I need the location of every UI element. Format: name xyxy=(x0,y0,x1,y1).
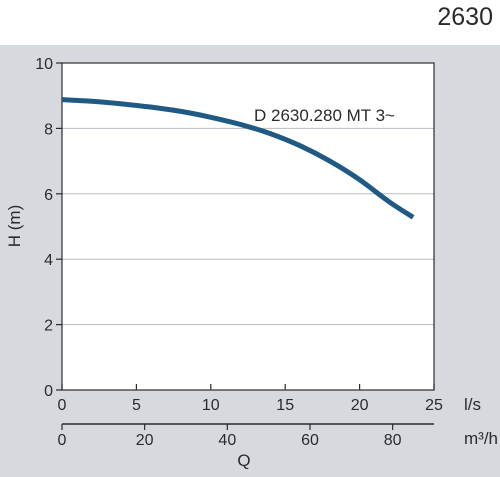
series-label: D 2630.280 MT 3~ xyxy=(254,106,395,125)
x-tick-label-5: 5 xyxy=(132,397,141,414)
x-axis-unit-label: l/s xyxy=(464,395,481,414)
model-number: 2630 xyxy=(437,3,493,31)
y-tick-label-2: 2 xyxy=(44,318,53,335)
plot-frame xyxy=(61,62,435,391)
x-tick-label-20: 20 xyxy=(351,397,369,414)
x2-tick-label-0: 0 xyxy=(58,432,67,449)
x2-tick-label-40: 40 xyxy=(218,432,236,449)
x2-tick-label-20: 20 xyxy=(136,432,154,449)
secondary-x-axis-unit-label: m³/h xyxy=(464,429,498,448)
y-tick-label-0: 0 xyxy=(44,383,53,400)
y-tick-label-4: 4 xyxy=(44,252,53,269)
y-axis-title: H (m) xyxy=(5,205,24,247)
y-tick-label-6: 6 xyxy=(44,187,53,204)
x-axis-title: Q xyxy=(237,451,250,470)
x-tick-label-15: 15 xyxy=(276,397,294,414)
plot-area xyxy=(62,63,434,390)
ticks-layer: 0 2 4 6 8 10 0 5 10 15 20 25 0 20 40 60 80 xyxy=(35,56,443,449)
x-tick-label-10: 10 xyxy=(202,397,220,414)
curve-layer xyxy=(61,97,415,220)
x2-tick-label-60: 60 xyxy=(301,432,319,449)
x-tick-label-0: 0 xyxy=(58,397,67,414)
y-tick-label-10: 10 xyxy=(35,56,53,73)
x-tick-label-25: 25 xyxy=(425,397,443,414)
x2-tick-label-80: 80 xyxy=(384,432,402,449)
y-tick-label-8: 8 xyxy=(44,121,53,138)
series-line-0 xyxy=(61,97,415,220)
